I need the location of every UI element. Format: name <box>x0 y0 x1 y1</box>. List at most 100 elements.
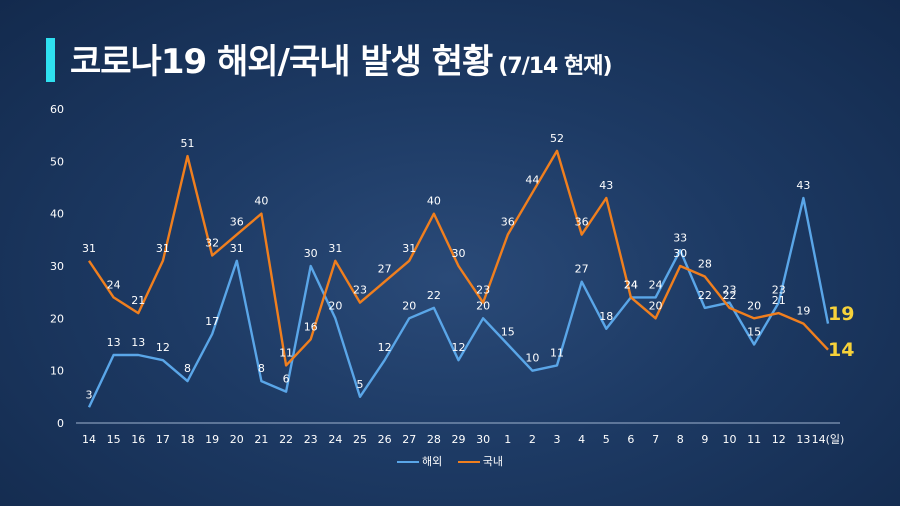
x-tick-label: 8 <box>677 433 684 446</box>
x-tick-label: 10 <box>722 433 736 446</box>
data-label-overseas: 43 <box>796 179 810 192</box>
x-tick-label: 30 <box>476 433 490 446</box>
x-tick-label: 18 <box>181 433 195 446</box>
data-label-domestic: 31 <box>82 242 96 255</box>
legend-label-domestic: 국내 <box>482 455 503 468</box>
title-sub: (7/14 현재) <box>498 54 612 79</box>
x-tick-label: 24 <box>328 433 342 446</box>
data-label-overseas: 24 <box>624 278 638 291</box>
data-label-domestic: 30 <box>673 247 687 260</box>
data-label-domestic: 36 <box>230 216 244 229</box>
data-label-overseas: 20 <box>328 299 342 312</box>
data-label-domestic: 36 <box>501 216 515 229</box>
data-label-overseas: 31 <box>230 242 244 255</box>
x-tick-label: 16 <box>131 433 145 446</box>
legend-swatch-domestic <box>457 461 480 463</box>
y-tick-label: 30 <box>50 260 64 273</box>
data-label-domestic: 16 <box>304 320 318 333</box>
x-tick-label: 22 <box>279 433 293 446</box>
x-tick-label: 5 <box>603 433 610 446</box>
x-tick-label: 21 <box>254 433 268 446</box>
page-title: 코로나19 해외/국내 발생 현황 (7/14 현재) <box>70 34 613 83</box>
x-tick-label: 2 <box>529 433 536 446</box>
data-label-overseas: 30 <box>304 247 318 260</box>
series-line-overseas <box>87 196 830 408</box>
x-tick-label: 7 <box>652 433 659 446</box>
data-label-overseas: 3 <box>86 388 93 401</box>
data-label-domestic: 24 <box>107 278 121 291</box>
data-label-domestic: 28 <box>698 257 712 270</box>
data-label-overseas: 27 <box>575 263 589 276</box>
legend-item-domestic: 국내 <box>457 453 503 469</box>
data-label-domestic: 31 <box>402 242 416 255</box>
legend-swatch-overseas <box>397 461 419 463</box>
legend-label-overseas: 해외 <box>422 455 443 468</box>
data-label-overseas: 13 <box>107 336 121 349</box>
x-tick-label: 1 <box>504 433 511 446</box>
data-label-overseas: 12 <box>452 341 466 354</box>
title-accent-bar <box>46 38 55 82</box>
data-label-overseas: 10 <box>525 352 539 365</box>
data-label-domestic: 23 <box>476 284 490 297</box>
data-label-domestic: 24 <box>624 278 638 291</box>
data-label-domestic: 51 <box>181 137 195 150</box>
data-label-overseas: 33 <box>673 231 687 244</box>
x-tick-label: 12 <box>772 433 786 446</box>
x-tick-label: 28 <box>427 433 441 446</box>
x-tick-label: 17 <box>156 433 170 446</box>
series-lines <box>87 149 830 408</box>
data-label-overseas: 8 <box>258 362 265 375</box>
data-label-domestic: 43 <box>599 179 613 192</box>
data-label-overseas: 15 <box>501 326 515 339</box>
data-label-domestic: 36 <box>575 216 589 229</box>
data-label-overseas: 8 <box>184 362 191 375</box>
end-label-domestic: 14 <box>828 339 854 361</box>
x-tick-label: 3 <box>554 433 561 446</box>
data-label-domestic: 32 <box>205 237 219 250</box>
x-tick-label: 11 <box>747 433 761 446</box>
data-label-domestic: 21 <box>131 294 145 307</box>
legend-item-overseas: 해외 <box>397 453 442 469</box>
y-tick-label: 10 <box>50 365 64 378</box>
data-label-overseas: 20 <box>402 299 416 312</box>
x-tick-label: 20 <box>230 433 244 446</box>
data-label-domestic: 40 <box>254 195 268 208</box>
x-tick-label: 27 <box>402 433 416 446</box>
data-label-domestic: 31 <box>156 242 170 255</box>
x-tick-label: 15 <box>107 433 121 446</box>
end-label-overseas: 19 <box>828 303 854 325</box>
x-tick-label: 26 <box>378 433 392 446</box>
data-label-overseas: 20 <box>476 299 490 312</box>
data-label-overseas: 15 <box>747 326 761 339</box>
data-label-overseas: 24 <box>649 278 663 291</box>
legend: 해외 국내 <box>0 453 900 469</box>
data-label-domestic: 44 <box>525 174 539 187</box>
x-tick-label: 9 <box>701 433 708 446</box>
y-tick-label: 0 <box>57 417 64 430</box>
x-tick-label: 13 <box>796 433 810 446</box>
x-tick-label: 4 <box>578 433 585 446</box>
data-label-overseas: 5 <box>356 378 363 391</box>
data-label-domestic: 20 <box>747 299 761 312</box>
data-label-overseas: 22 <box>427 289 441 302</box>
title-main: 코로나19 해외/국내 발생 현황 <box>70 42 493 82</box>
data-label-domestic: 40 <box>427 195 441 208</box>
data-label-overseas: 23 <box>722 284 736 297</box>
data-label-overseas: 22 <box>698 289 712 302</box>
data-label-overseas: 11 <box>550 346 564 359</box>
data-label-domestic: 52 <box>550 132 564 145</box>
data-label-domestic: 27 <box>378 263 392 276</box>
y-tick-label: 60 <box>50 103 64 116</box>
y-tick-label: 20 <box>50 312 64 325</box>
x-axis-ticks: 14 15 16 17 18 19 20 21 22 23 24 25 26 27 28 29 30 1 2 3 4 5 6… <box>82 432 844 446</box>
data-label-overseas: 12 <box>378 341 392 354</box>
data-label-overseas: 18 <box>599 310 613 323</box>
x-tick-label: 19 <box>205 433 219 446</box>
x-tick-label: 25 <box>353 433 367 446</box>
data-label-domestic: 19 <box>796 305 810 318</box>
data-label-domestic: 21 <box>772 294 786 307</box>
x-tick-label: 23 <box>304 433 318 446</box>
data-label-domestic: 20 <box>649 299 663 312</box>
